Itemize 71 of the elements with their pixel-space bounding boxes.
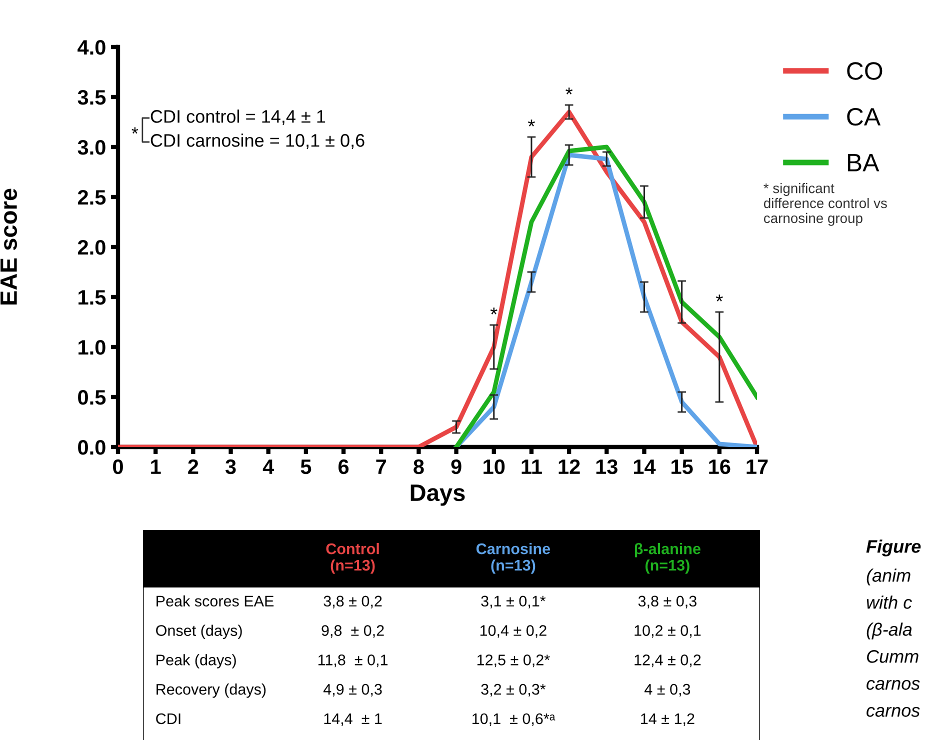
- y-tick-label: 3.0: [78, 140, 106, 155]
- text: 12,5 ± 0,2*: [477, 654, 550, 668]
- text: 14 ± 1,2: [641, 713, 694, 726]
- x-tick-label: 2: [188, 459, 198, 474]
- category-label: Control (n=13): [326, 543, 379, 574]
- category-label: Carnosine (n=13): [476, 543, 550, 574]
- text: with c: [866, 596, 912, 609]
- x-tick-label: 6: [338, 459, 349, 474]
- y-tick-label: 1.5: [78, 290, 106, 305]
- annotation: *: [566, 88, 573, 94]
- text: 10,4 ± 0,2: [480, 625, 546, 638]
- text: CDI: [156, 713, 180, 724]
- y-tick-label: 2.5: [78, 190, 106, 205]
- x-tick-label: 4: [262, 460, 274, 474]
- x-axis-title: Days: [410, 484, 465, 506]
- y-axis-title: EAE score: [0, 188, 18, 304]
- x-tick-label: 1: [151, 460, 161, 474]
- text: 3,1 ± 0,1*: [481, 596, 546, 608]
- x-tick-label: 0: [113, 459, 123, 474]
- x-tick-label: 9: [451, 459, 462, 474]
- x-tick-label: 11: [522, 460, 542, 474]
- x-tick-label: 15: [672, 460, 693, 474]
- x-tick-label: 7: [376, 460, 386, 474]
- y-tick-label: 0.5: [78, 390, 106, 405]
- text: Cumm: [866, 650, 918, 663]
- y-tick-label: 1.0: [78, 340, 106, 355]
- x-tick-label: 10: [484, 459, 505, 474]
- text: Peak (days): [156, 654, 236, 668]
- text: Peak scores EAE: [156, 595, 274, 607]
- text: (β-ala: [866, 622, 912, 640]
- text: 4 ± 0,3: [644, 684, 690, 697]
- annotation: CDI control = 14,4 ± 1: [150, 110, 326, 125]
- text: carnos: [866, 706, 920, 717]
- text: Onset (days): [156, 624, 242, 639]
- text: 3,2 ± 0,3*: [481, 684, 546, 697]
- category-label: β-alanine (n=13): [634, 543, 700, 574]
- y-tick-label: 2.0: [78, 240, 106, 255]
- text: 3,8 ± 0,2: [324, 596, 382, 608]
- text: 10,2 ± 0,1: [634, 625, 701, 638]
- text: Figure: [866, 540, 921, 556]
- annotation: *: [490, 308, 498, 314]
- text: * significant difference control vs carnosine group: [764, 183, 887, 226]
- legend-label: CO: [847, 62, 882, 80]
- y-tick-label: 0.0: [78, 440, 106, 455]
- annotation: *: [132, 127, 138, 134]
- text: Recovery (days): [156, 684, 266, 698]
- legend-label: CA: [847, 108, 881, 126]
- text: (anim: [866, 568, 910, 586]
- x-tick-label: 8: [414, 459, 424, 474]
- y-tick-label: 3.5: [78, 90, 106, 105]
- annotation: *: [528, 120, 535, 126]
- annotation: CDI carnosine = 10,1 ± 0,6: [150, 134, 364, 149]
- text: 3,8 ± 0,3: [638, 596, 696, 608]
- text: 10,1 ± 0,6*ᵃ: [472, 713, 556, 726]
- annotation: *: [716, 294, 723, 302]
- text: 4,9 ± 0,3: [323, 684, 382, 697]
- text: 11,8 ± 0,1: [318, 654, 388, 668]
- x-tick-label: 16: [709, 459, 730, 474]
- x-tick-label: 12: [558, 459, 580, 474]
- x-tick-label: 3: [225, 459, 236, 474]
- legend-label: BA: [848, 154, 880, 172]
- text: carnos: [866, 680, 920, 690]
- x-tick-label: 17: [746, 460, 768, 474]
- text: 12,4 ± 0,2: [634, 654, 701, 668]
- text: 9,8 ± 0,2: [322, 625, 384, 638]
- line-series: [118, 110, 757, 447]
- text: 14,4 ± 1: [324, 713, 382, 726]
- x-tick-label: 14: [634, 460, 656, 474]
- x-tick-label: 13: [596, 459, 618, 474]
- x-tick-label: 5: [300, 460, 312, 474]
- y-tick-label: 4.0: [78, 40, 106, 55]
